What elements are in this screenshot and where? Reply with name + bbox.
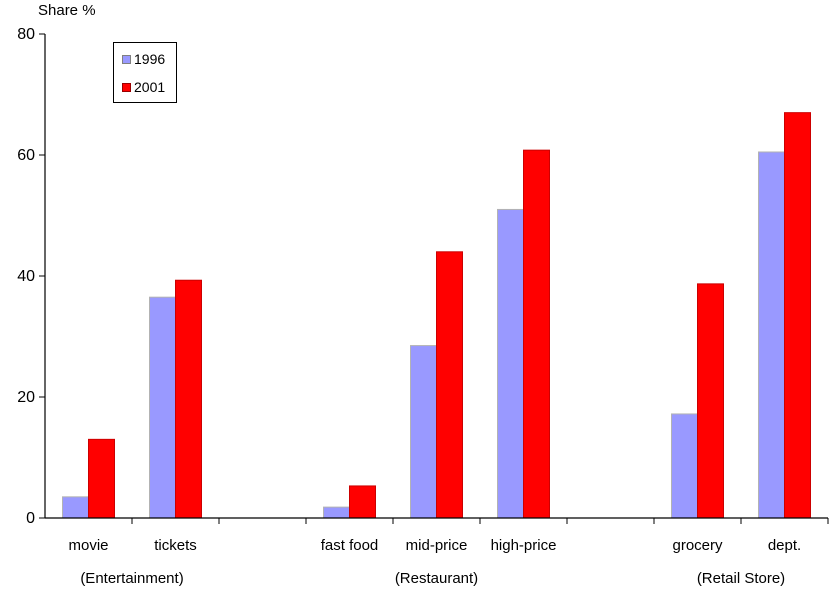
legend-label-1996: 1996 [134, 51, 166, 67]
y-axis-label: Share % [38, 2, 96, 19]
bar-1996-grocery [671, 413, 698, 519]
y-tick-label-20: 20 [17, 389, 35, 406]
x-tick-label-fast-food: fast food [321, 537, 379, 554]
x-tick-label-tickets: tickets [154, 537, 197, 554]
legend-item-2001: 2001 [122, 79, 165, 95]
bar-1996-dept- [758, 151, 785, 519]
legend-swatch-2001 [122, 82, 131, 92]
group-label-restaurant: (Restaurant) [395, 570, 478, 587]
bar-2001-movie [88, 438, 115, 519]
y-tick-label-60: 60 [17, 147, 35, 164]
y-tick-label-0: 0 [26, 510, 35, 527]
bar-1996-fast-food [323, 506, 350, 519]
bar-2001-dept- [784, 112, 811, 519]
x-tick-label-dept-: dept. [768, 537, 801, 554]
x-tick-label-movie: movie [68, 537, 108, 554]
bar-2001-fast-food [349, 485, 376, 519]
group-label-entertainment: (Entertainment) [80, 570, 183, 587]
group-label-retail-store: (Retail Store) [697, 570, 785, 587]
bar-1996-mid-price [410, 345, 437, 519]
x-tick-label-mid-price: mid-price [406, 537, 468, 554]
bar-1996-movie [62, 496, 89, 519]
y-tick-label-80: 80 [17, 26, 35, 43]
legend-item-1996: 1996 [122, 51, 165, 67]
bar-2001-mid-price [436, 251, 463, 519]
bar-2001-high-price [523, 149, 550, 519]
bar-1996-high-price [497, 208, 524, 519]
bar-1996-tickets [149, 296, 176, 519]
y-tick-label-40: 40 [17, 268, 35, 285]
legend-swatch-1996 [122, 54, 131, 64]
x-tick-label-grocery: grocery [672, 537, 723, 554]
bar-2001-grocery [697, 283, 724, 519]
legend: 1996 2001 [113, 42, 177, 103]
bar-2001-tickets [175, 279, 202, 519]
legend-label-2001: 2001 [134, 79, 166, 95]
x-tick-label-high-price: high-price [491, 537, 557, 554]
